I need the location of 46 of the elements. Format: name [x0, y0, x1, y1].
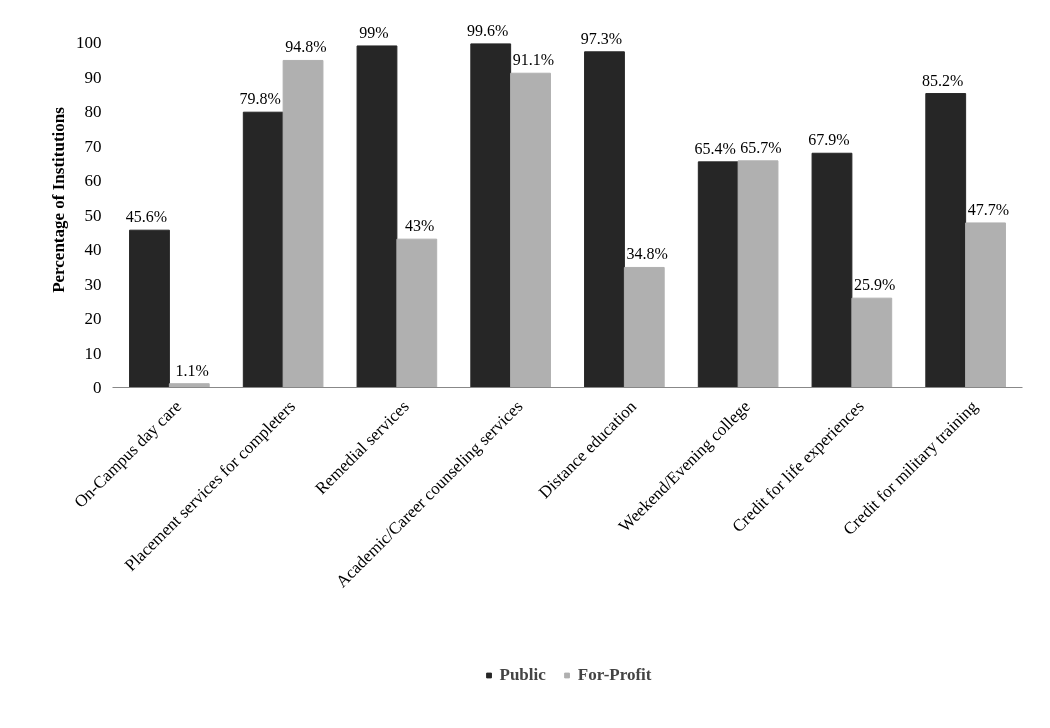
data-label: 97.3%: [580, 29, 623, 47]
bar: [356, 45, 398, 388]
data-label: 91.1%: [512, 51, 555, 69]
y-tick-label: 70: [84, 136, 102, 156]
y-tick-label: 0: [93, 378, 102, 397]
y-tick-label: 40: [84, 240, 102, 259]
y-tick-label: 80: [84, 102, 102, 121]
data-label: 25.9%: [854, 276, 896, 294]
bar: [470, 43, 512, 388]
bar: [925, 93, 967, 388]
bar: [282, 59, 324, 388]
data-label: 47.7%: [967, 200, 1010, 218]
data-label: 45.6%: [125, 208, 168, 226]
data-label: 99%: [359, 23, 389, 41]
bar: [242, 111, 284, 388]
data-label: 79.8%: [239, 90, 281, 108]
data-label: 34.8%: [626, 245, 668, 263]
y-tick-label: 20: [84, 309, 102, 328]
bar: [129, 229, 170, 388]
bar: [737, 160, 779, 388]
bar: [584, 51, 625, 388]
y-tick-label: 90: [84, 67, 102, 87]
bar: [851, 297, 893, 388]
y-tick-label: 100: [76, 33, 102, 52]
legend-label: For-Profit: [577, 665, 652, 685]
bar: [168, 383, 210, 388]
bar: [396, 238, 438, 388]
y-tick-label: 10: [84, 343, 102, 363]
data-label: 94.8%: [285, 38, 327, 56]
y-axis-title: Percentage of Institutions: [49, 106, 68, 293]
y-tick-label: 60: [84, 171, 102, 190]
legend-label: Public: [499, 665, 546, 685]
data-label: 85.2%: [922, 71, 964, 89]
bar: [965, 222, 1006, 388]
data-label: 65.7%: [740, 138, 782, 156]
bar: [697, 161, 739, 388]
data-label: 67.9%: [808, 131, 850, 149]
data-label: 43%: [405, 217, 435, 235]
data-label: 65.4%: [694, 139, 736, 157]
data-label: 99.6%: [467, 21, 509, 39]
data-label: 1.1%: [175, 361, 209, 379]
y-tick-label: 50: [84, 205, 102, 225]
bar: [623, 266, 665, 388]
y-tick-label: 30: [84, 274, 102, 294]
bar: [811, 152, 853, 388]
bar: [510, 72, 551, 388]
